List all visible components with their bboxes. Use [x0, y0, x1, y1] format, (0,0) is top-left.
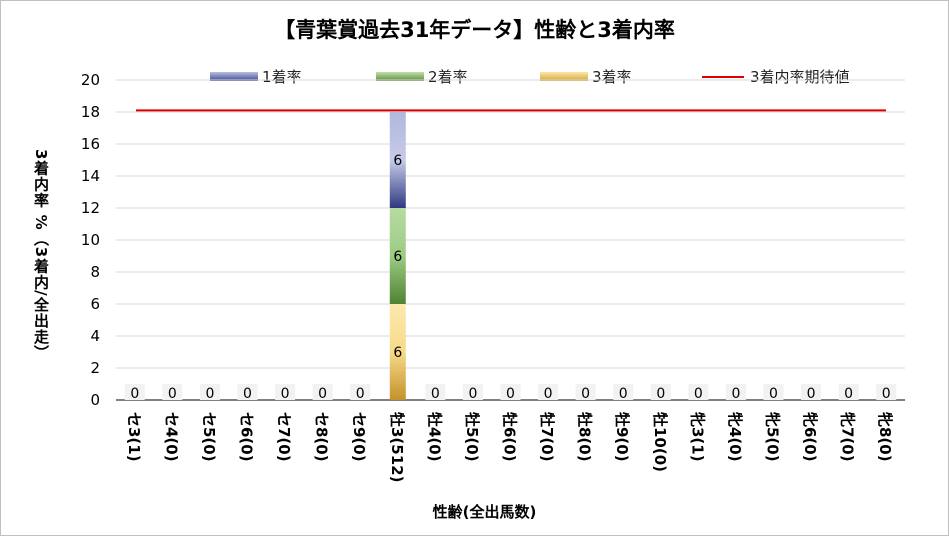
data-label: 0 — [130, 386, 139, 402]
legend-swatch-3 — [540, 72, 588, 81]
data-label: 6 — [393, 153, 402, 169]
data-label-box — [462, 384, 483, 400]
legend-item-4: 3着内率期待値 — [702, 66, 850, 87]
legend: 1着率 2着率 3着率 3着内率期待値 — [210, 66, 910, 86]
data-label-box — [538, 384, 559, 400]
y-axis-label: 3着内率 %（3着内/全出走） — [32, 149, 50, 361]
x-tick-label: セ9(0) — [350, 412, 368, 462]
x-tick-label: 牝8(0) — [876, 412, 894, 462]
data-label: 6 — [393, 249, 402, 265]
data-label: 0 — [468, 386, 477, 402]
y-tick-label: 6 — [90, 295, 100, 313]
data-label-box — [425, 384, 446, 400]
data-label: 0 — [882, 386, 891, 402]
bar-segment — [389, 208, 406, 304]
data-label: 0 — [431, 386, 440, 402]
y-tick-label: 10 — [81, 231, 100, 249]
data-label-box — [763, 384, 784, 400]
data-label-box — [876, 384, 897, 400]
x-tick-label: 牝5(0) — [764, 412, 782, 462]
data-label: 0 — [731, 386, 740, 402]
data-label: 0 — [769, 386, 778, 402]
chart-title: 【青葉賞過去31年データ】性齢と3着内率 — [274, 18, 675, 42]
data-label-box — [237, 384, 258, 400]
data-label-box — [650, 384, 671, 400]
data-label-box — [500, 384, 521, 400]
data-label: 0 — [318, 386, 327, 402]
data-label: 6 — [393, 345, 402, 361]
x-tick-label: 牝6(0) — [801, 412, 819, 462]
x-tick-label: 牝3(1) — [688, 412, 706, 462]
data-label: 0 — [844, 386, 853, 402]
bar-segment — [389, 112, 406, 208]
data-label: 0 — [694, 386, 703, 402]
data-label: 0 — [243, 386, 252, 402]
x-tick-label: セ6(0) — [238, 412, 256, 462]
data-label: 0 — [205, 386, 214, 402]
data-label-box — [688, 384, 709, 400]
data-label: 0 — [581, 386, 590, 402]
data-label: 0 — [281, 386, 290, 402]
legend-item-2: 2着率 — [376, 66, 468, 87]
data-label: 0 — [656, 386, 665, 402]
data-label-box — [199, 384, 220, 400]
x-tick-label: 牡4(0) — [425, 412, 443, 462]
x-axis-label: 性齢(全出馬数) — [432, 503, 537, 521]
legend-label-2: 2着率 — [428, 68, 468, 86]
x-tick-label: セ7(0) — [275, 412, 293, 462]
x-tick-label: 牡7(0) — [538, 412, 556, 462]
data-label-box — [275, 384, 296, 400]
y-tick-label: 14 — [81, 167, 100, 185]
legend-item-1: 1着率 — [210, 66, 302, 87]
x-tick-label: 牡8(0) — [576, 412, 594, 462]
x-tick-label: セ4(0) — [162, 412, 180, 462]
y-tick-label: 4 — [90, 327, 100, 345]
x-tick-label: 牝4(0) — [726, 412, 744, 462]
data-label-box — [613, 384, 634, 400]
legend-label-1: 1着率 — [262, 68, 302, 86]
legend-item-3: 3着率 — [540, 66, 632, 87]
y-tick-label: 0 — [90, 391, 100, 409]
x-tick-label: 牡3(512) — [388, 412, 406, 482]
data-label-box — [575, 384, 596, 400]
x-tick-label: 牡10(0) — [651, 412, 669, 472]
x-tick-label: 牡6(0) — [501, 412, 519, 462]
y-tick-label: 8 — [90, 263, 100, 281]
data-label-box — [162, 384, 183, 400]
x-tick-label: セ8(0) — [313, 412, 331, 462]
data-label-box — [838, 384, 859, 400]
y-tick-label: 16 — [81, 135, 100, 153]
data-label: 0 — [807, 386, 816, 402]
y-tick-label: 18 — [81, 103, 100, 121]
x-tick-label: セ3(1) — [125, 412, 143, 462]
data-label: 0 — [168, 386, 177, 402]
legend-swatch-1 — [210, 72, 258, 81]
y-tick-label: 2 — [90, 359, 100, 377]
x-tick-label: 牝7(0) — [839, 412, 857, 462]
data-label-box — [350, 384, 371, 400]
legend-label-4: 3着内率期待値 — [750, 68, 850, 86]
data-label-box — [801, 384, 822, 400]
legend-swatch-2 — [376, 72, 424, 81]
y-tick-label: 20 — [81, 71, 100, 89]
bar-segment — [389, 304, 406, 400]
y-tick-label: 12 — [81, 199, 100, 217]
x-tick-label: 牡9(0) — [613, 412, 631, 462]
legend-swatch-4 — [702, 75, 744, 78]
data-label-box — [725, 384, 746, 400]
data-label: 0 — [506, 386, 515, 402]
data-label-box — [124, 384, 145, 400]
x-tick-label: 牡5(0) — [463, 412, 481, 462]
data-label-box — [312, 384, 333, 400]
legend-label-3: 3着率 — [592, 68, 632, 86]
data-label: 0 — [544, 386, 553, 402]
x-tick-label: セ5(0) — [200, 412, 218, 462]
data-label: 0 — [356, 386, 365, 402]
data-label: 0 — [619, 386, 628, 402]
